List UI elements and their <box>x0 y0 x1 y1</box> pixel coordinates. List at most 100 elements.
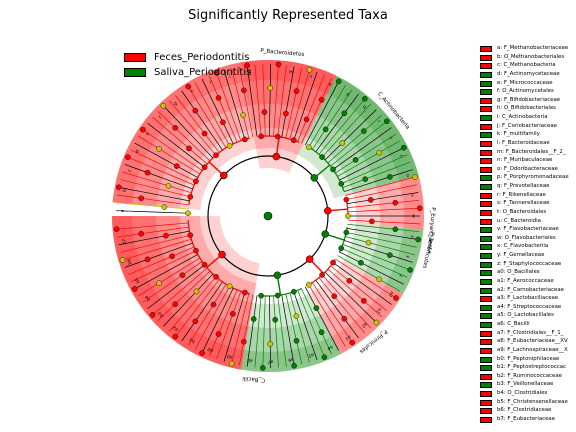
branch-leaf-1-L5 <box>116 202 141 206</box>
branch-leaf-43-L4 <box>333 117 350 137</box>
branch-leaf-1-L3 <box>164 206 189 210</box>
branch-leaf-7-L5 <box>127 156 151 167</box>
branch-leaf-33-L5 <box>289 66 295 90</box>
branch-leaf-117-L5 <box>118 239 143 246</box>
branch-leaf-22-L3 <box>227 119 238 143</box>
key-entry: g: F_Bifidobacteriaceae <box>480 96 576 105</box>
sector-label-5: C_Bacilli <box>242 375 266 383</box>
leaf-node-83 <box>321 354 328 360</box>
node-label-10: k <box>248 68 252 74</box>
key-label: j: F_Coriobacteriaceae <box>497 122 557 129</box>
leaf-node-58 <box>392 199 399 206</box>
key-label: g: F_Bifidobacteriaceae <box>497 96 561 103</box>
leaf-node-44 <box>319 154 325 160</box>
branch-leaf-20-L3 <box>217 124 230 146</box>
branch-leaf-20-L4 <box>206 103 219 125</box>
leaf-node-88 <box>274 292 281 299</box>
branch-leaf-73-L3 <box>330 265 350 282</box>
branch-leaf-32-L3 <box>277 112 281 137</box>
branch-leaf-64-L5 <box>393 241 417 248</box>
branch-leaf-41-L5 <box>338 89 353 110</box>
branch-leaf-84-L4 <box>301 314 310 338</box>
branch-leaf-44-L3 <box>321 139 339 158</box>
branch-leaf-27-L4 <box>250 89 255 114</box>
key-label: b6: F_Clostridiaceae <box>497 407 552 414</box>
key-label: a5: O_Lactobacillales <box>497 312 554 319</box>
branch-leaf-35-L5 <box>302 69 310 93</box>
leaf-node-43 <box>362 96 368 102</box>
branch-leaf-51-L4 <box>360 158 383 170</box>
leaf-node-116 <box>187 232 194 238</box>
branch-leaf-81-L5 <box>327 329 339 351</box>
branch-leaf-46-L5 <box>363 114 383 132</box>
branch-leaf-18-L3 <box>208 130 223 151</box>
branch-leaf-3-L5 <box>118 186 143 193</box>
node-label-1: b <box>122 188 128 192</box>
key-swatch <box>480 149 492 156</box>
key-entry: b1: F_Peptostreptococcac <box>480 363 576 372</box>
branch-leaf-14-L3 <box>192 144 211 162</box>
leaf-node-112 <box>193 247 199 254</box>
key-entry: b7: F_Eubacteriaceae <box>480 415 576 424</box>
leaf-node-61 <box>369 218 375 225</box>
key-entry: h: O_Bifidobacteriales <box>480 104 576 113</box>
branch-leaf-74-L4 <box>345 284 365 302</box>
branch-leaf-65-L4 <box>368 242 392 250</box>
key-entry: x: C_Flavobacteriia <box>480 242 576 251</box>
key-label: k: F_multifamily <box>497 131 540 138</box>
key-swatch <box>480 80 492 87</box>
branch-leaf-98-L5 <box>208 333 219 357</box>
key-entry: s: F_Tannerellaceae <box>480 199 576 208</box>
arc-phylum-0 <box>188 137 251 205</box>
branch-leaf-8-L4 <box>152 160 175 172</box>
branch-leaf-13-L5 <box>152 116 171 134</box>
node-phylum-1 <box>272 152 281 161</box>
node-label-15: p <box>345 92 350 98</box>
branch-leaf-85-L4 <box>296 315 304 340</box>
branch-leaf-115-L5 <box>122 252 146 261</box>
branch-leaf-24-L5 <box>223 70 232 94</box>
node-label-25: z <box>397 273 403 278</box>
leaf-node-114 <box>144 256 151 263</box>
leaf-node-36 <box>290 137 297 144</box>
branch-leaf-52-L4 <box>363 164 386 175</box>
branch-leaf-28-L3 <box>258 112 262 137</box>
leaf-node-39 <box>335 78 342 85</box>
legend-label-feces: Feces_Periodontitis <box>154 52 250 63</box>
branch-leaf-48-L4 <box>352 141 373 156</box>
branch-leaf-19-L4 <box>200 106 214 128</box>
branch-leaf-11-L5 <box>142 129 163 144</box>
leaf-node-47 <box>384 118 390 125</box>
node-label-21: v <box>409 194 414 198</box>
leaf-node-103 <box>172 333 179 340</box>
branch-leaf-109-L3 <box>182 261 203 276</box>
key-swatch <box>480 244 492 251</box>
branch-leaf-109-L5 <box>142 288 163 303</box>
key-label: b1: F_Peptostreptococcac <box>497 364 567 371</box>
leaf-node-85 <box>293 313 300 319</box>
highlight-sector-5-ring-4 <box>309 260 404 354</box>
branch-leaf-42-L3 <box>315 132 331 152</box>
branch-leaf-34-L5 <box>296 67 303 92</box>
branch-leaf-19-L5 <box>187 86 202 108</box>
branch-leaf-58-L3 <box>347 204 372 209</box>
leaf-node-62 <box>392 226 399 233</box>
branch-leaf-42-L5 <box>344 93 359 114</box>
branch-leaf-31-L5 <box>276 64 279 89</box>
branch-leaf-84-L3 <box>293 291 302 315</box>
branch-leaf-34-L4 <box>290 91 297 115</box>
branch-leaf-54-L3 <box>344 183 368 192</box>
leaf-node-87 <box>291 362 297 369</box>
branch-leaf-57-L5 <box>394 192 419 197</box>
key-swatch <box>480 339 492 346</box>
branch-leaf-39-L5 <box>327 81 339 103</box>
branch-leaf-41-L3 <box>312 129 326 150</box>
highlight-sector-2-ring-6 <box>327 75 419 181</box>
key-entry: p: F_Porphyromonadaceae <box>480 173 576 182</box>
leaf-node-70 <box>376 276 383 283</box>
leaf-node-64 <box>343 229 350 236</box>
leaf-node-82 <box>318 329 325 336</box>
branch-leaf-119-L3 <box>164 222 189 226</box>
leaf-node-65 <box>365 239 372 246</box>
key-label: a1: F_Aerococcaceae <box>497 277 554 284</box>
